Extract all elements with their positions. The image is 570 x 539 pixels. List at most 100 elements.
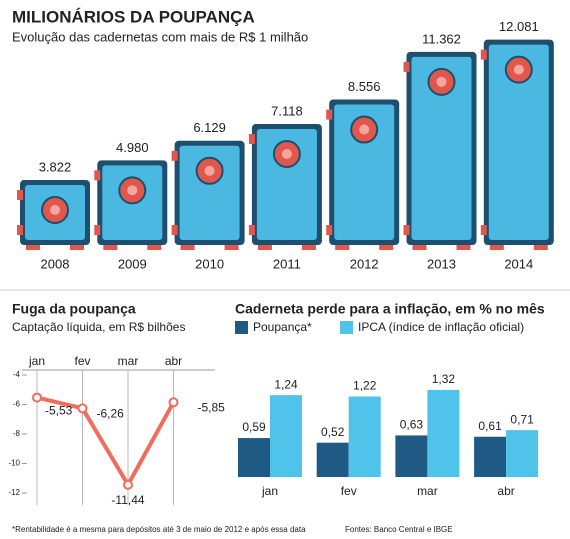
foot <box>301 245 316 250</box>
hinge <box>171 225 178 235</box>
point <box>77 403 88 414</box>
value-label: -11,44 <box>111 493 144 507</box>
x-tick-label: 2008 <box>41 256 70 271</box>
y-tick-label: -4 <box>13 370 21 379</box>
value-label: -5,85 <box>198 400 226 414</box>
safe-door <box>488 44 549 240</box>
hinge <box>480 49 487 60</box>
value-label: -5,53 <box>45 404 73 418</box>
safe-door <box>179 145 240 240</box>
foot <box>70 245 84 250</box>
dial-center <box>281 148 292 159</box>
line <box>36 395 176 487</box>
hinge <box>403 61 410 72</box>
foot <box>379 245 394 250</box>
value-label: -6,26 <box>97 407 125 421</box>
point <box>123 479 133 490</box>
bar <box>474 436 507 477</box>
foot <box>257 245 272 250</box>
x-tick-label: 2012 <box>350 256 379 271</box>
hinge <box>94 225 101 235</box>
bar <box>395 435 428 477</box>
y-tick-label: -12 <box>8 488 20 497</box>
value-label: 0,71 <box>510 412 534 426</box>
bar <box>316 442 349 477</box>
value-label: 4.980 <box>116 140 149 155</box>
foot <box>456 245 471 250</box>
value-label: 11.362 <box>422 31 461 46</box>
source: Fontes: Banco Central e IBGE <box>345 525 453 534</box>
value-label: 6.129 <box>193 120 226 135</box>
x-tick-label: 2013 <box>427 256 456 271</box>
x-tick-label: jan <box>28 354 45 368</box>
chart-title: Fuga da poupança <box>12 301 136 317</box>
hinge <box>326 225 333 235</box>
foot <box>412 245 427 250</box>
y-tick-label: -6 <box>13 400 21 409</box>
chart-subtitle: Evolução das cadernetas com mais de R$ 1… <box>12 29 308 44</box>
value-label: 8.556 <box>348 79 381 94</box>
x-tick-label: fev <box>341 484 357 498</box>
x-tick-label: 2009 <box>118 256 147 271</box>
hinge <box>480 225 487 235</box>
foot <box>224 245 239 250</box>
legend-swatch <box>340 321 353 334</box>
value-label: 0,52 <box>321 425 345 439</box>
foot <box>26 245 40 250</box>
x-tick-label: jan <box>261 484 278 498</box>
safe-door <box>411 56 472 240</box>
x-tick-label: 2011 <box>273 256 301 271</box>
x-tick-label: mar <box>417 484 438 498</box>
dial-center <box>359 124 370 135</box>
y-tick-label: -10 <box>8 459 20 468</box>
value-label: 1,32 <box>432 372 456 386</box>
hinge <box>17 190 23 201</box>
value-label: 0,59 <box>242 420 266 434</box>
hinge <box>326 109 333 120</box>
chart-subtitle: Captação líquida, em R$ bilhões <box>12 320 185 334</box>
chart-title: Caderneta perde para a inflação, em % no… <box>235 301 545 317</box>
foot <box>180 245 195 250</box>
value-label: 1,24 <box>274 377 298 391</box>
legend-label: Poupança* <box>253 320 312 334</box>
x-tick-label: 2014 <box>504 256 533 271</box>
dial-center <box>436 76 447 87</box>
value-label: 1,22 <box>353 379 377 393</box>
foot <box>147 245 162 250</box>
dial-center <box>204 165 215 176</box>
legend-label: IPCA (índice de inflação oficial) <box>358 320 524 334</box>
hinge <box>94 170 101 181</box>
footnote: *Rentabilidade é a mesma para depósitos … <box>12 525 306 534</box>
x-tick-label: abr <box>497 484 514 498</box>
bar <box>270 395 302 477</box>
bar <box>427 389 460 477</box>
point <box>32 392 42 403</box>
hinge <box>248 133 255 144</box>
point <box>168 397 179 408</box>
legend-swatch <box>235 321 248 334</box>
foot <box>489 245 504 250</box>
x-tick-label: 2010 <box>195 256 224 271</box>
hinge <box>171 150 178 161</box>
dial-center <box>127 185 138 196</box>
dial-center <box>50 205 60 216</box>
x-tick-label: abr <box>165 354 182 368</box>
dial-center <box>513 64 524 75</box>
bar <box>238 438 270 477</box>
chart-title: MILIONÁRIOS DA POUPANÇA <box>12 7 255 26</box>
value-label: 12.081 <box>499 19 539 34</box>
x-tick-label: fev <box>74 354 90 368</box>
value-label: 3.822 <box>39 159 72 174</box>
foot <box>335 245 350 250</box>
safe-door <box>256 128 317 240</box>
y-tick-label: -8 <box>13 429 21 438</box>
bar <box>506 430 539 477</box>
value-label: 0,63 <box>400 418 424 432</box>
x-tick-label: mar <box>118 354 139 368</box>
value-label: 0,61 <box>478 419 502 433</box>
foot <box>533 245 548 250</box>
bar <box>348 396 381 477</box>
safe-door <box>334 104 395 240</box>
hinge <box>248 225 255 235</box>
